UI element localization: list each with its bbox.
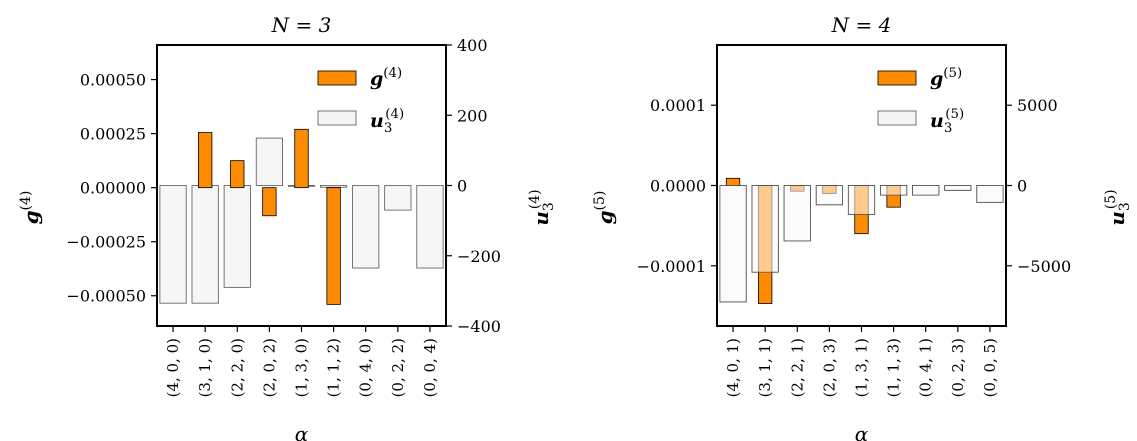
right-tick-label: 0 [457,177,467,196]
legend-swatch-g [877,70,917,86]
bar-u-overlay-2 [783,185,811,242]
legend-label-g: g(4) [370,66,402,90]
left-tick-label: 0.00025 [80,125,146,144]
right-tick-label: 0 [1017,177,1027,196]
bar-u-overlay-0 [719,185,747,303]
left-tick-label: 0.00000 [80,179,146,198]
x-axis-label: α [295,422,309,441]
bar-u-7 [384,185,412,211]
x-tick-label: (1, 3, 0) [293,338,311,397]
x-tick-label: (3, 1, 1) [756,338,774,397]
bar-u-overlay-5 [880,185,908,196]
bar-g-5 [326,187,341,305]
x-tick-label: (1, 1, 3) [885,338,903,397]
bar-u-5 [320,185,348,188]
bar-u-overlay-6 [912,185,940,196]
left-tick-label: −0.0001 [637,257,706,276]
right-axis-label: u3(4) [527,189,557,225]
x-tick-label: (2, 0, 2) [260,338,278,397]
legend-swatch-u [317,110,357,126]
left-axis-label: g(5) [592,191,617,225]
x-tick-label: (0, 4, 1) [917,338,935,397]
chart-panel-n3: N = 3 −0.00050 −0.00025 0.00000 0.00025 0.000… [18,13,557,441]
bar-g-2 [230,160,245,189]
left-tick-label: 0.00050 [80,71,146,90]
right-tick-label: −200 [457,247,501,266]
chart-panel-n4: N = 4 −0.0001 0.0000 0.0001 −5000 0 5000 (4, 0,… [592,13,1133,441]
legend-swatch-u [877,110,917,126]
x-tick-label: (3, 1, 0) [196,338,214,397]
right-axis-label: u3(5) [1103,189,1133,225]
x-tick-label: (2, 2, 0) [228,338,246,397]
left-axis-label: g(4) [18,191,43,225]
x-tick-label: (2, 0, 3) [820,338,838,397]
bar-g-1 [198,132,213,189]
x-tick-label: (4, 0, 0) [164,338,182,397]
right-tick-label: −5000 [1017,257,1071,276]
x-axis-label: α [855,422,869,441]
bar-g-3 [262,187,277,217]
bar-u-overlay-8 [976,185,1004,203]
left-tick-label: −0.00050 [66,287,146,306]
bar-u-overlay-7 [944,185,972,191]
legend-label-u: u3(4) [370,107,404,136]
x-tick-label: (0, 0, 5) [981,338,999,397]
x-tick-label: (0, 4, 0) [357,338,375,397]
bar-u-0 [159,185,187,304]
x-tick-label: (0, 2, 2) [389,338,407,397]
x-tick-label: (0, 0, 4) [421,338,439,397]
left-tick-label: 0.0001 [650,96,706,115]
right-tick-label: 400 [457,36,488,55]
x-tick-label: (1, 3, 1) [853,338,871,397]
bar-u-3 [255,137,283,186]
legend-swatch-g [317,70,357,86]
right-tick-label: 5000 [1017,96,1058,115]
chart-title: N = 3 [271,13,332,37]
x-tick-label: (4, 0, 1) [724,338,742,397]
bar-g-0 [725,177,741,186]
x-tick-label: (1, 1, 2) [325,338,343,397]
x-tick-label: (2, 2, 1) [788,338,806,397]
right-tick-label: −400 [457,317,501,336]
bar-u-2 [223,185,251,288]
bar-u-overlay-1 [751,185,779,273]
legend-label-u: u3(5) [930,107,964,136]
left-tick-label: 0.0000 [650,177,706,196]
bar-u-overlay-4 [847,185,876,215]
bar-u-1 [191,185,219,304]
bar-u-8 [416,185,444,269]
chart-title: N = 4 [831,13,892,37]
x-tick-label: (0, 2, 3) [949,338,967,397]
right-tick-label: 200 [457,106,488,125]
bar-u-6 [352,185,380,269]
left-tick-label: −0.00025 [66,233,146,252]
bar-u-overlay-3 [815,185,843,206]
legend-label-g: g(5) [930,66,962,90]
bar-g-4 [294,128,309,189]
